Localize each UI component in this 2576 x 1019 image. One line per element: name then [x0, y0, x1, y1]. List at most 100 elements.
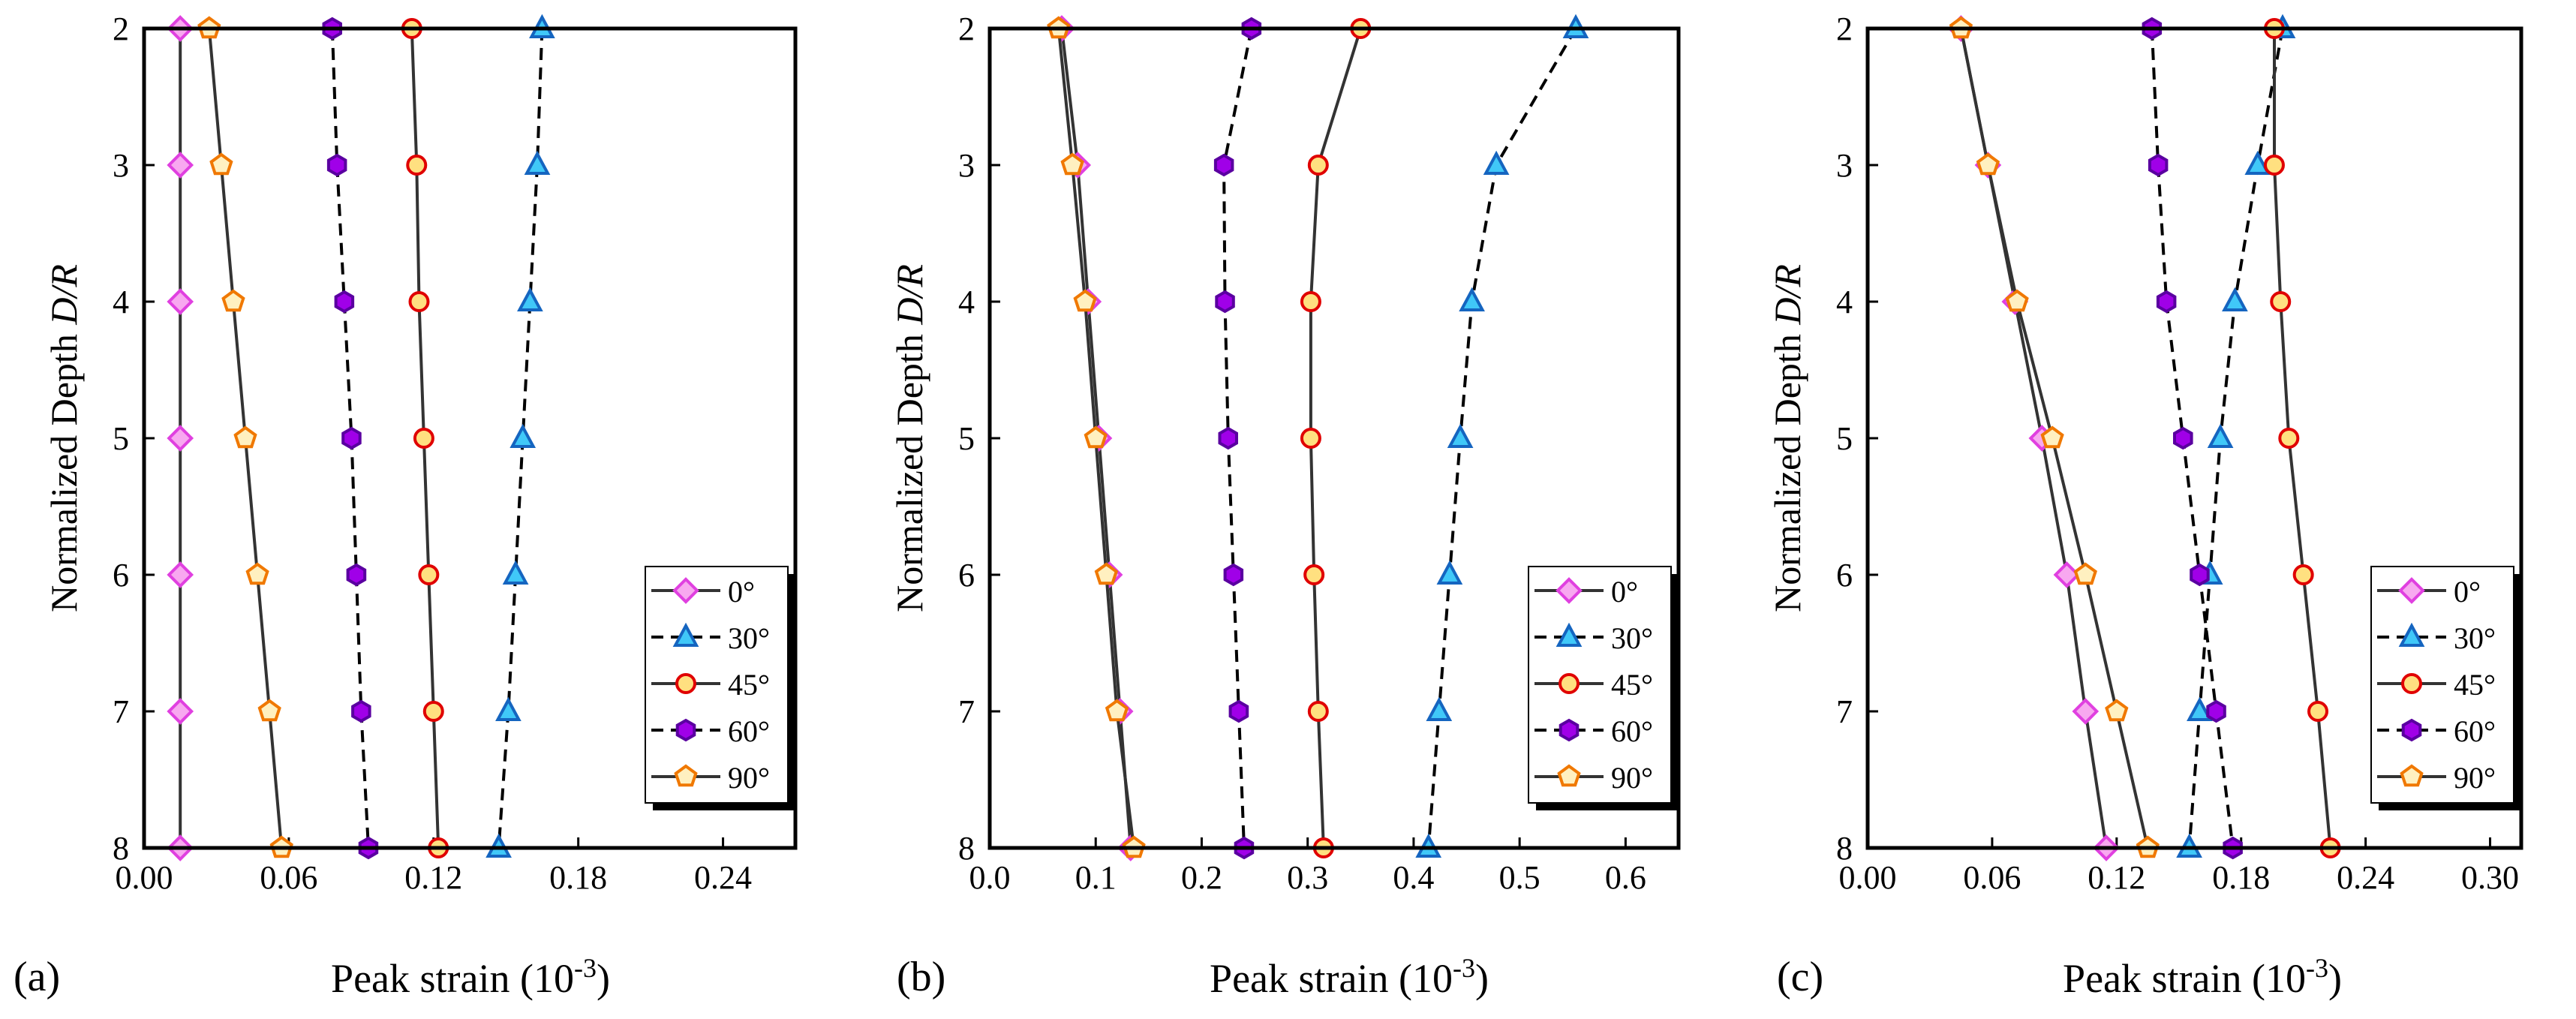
legend-marker: [2401, 673, 2422, 694]
series-line: [2187, 28, 2284, 849]
data-point: [1426, 696, 1453, 721]
y-axis-label: Normalized Depth D/R: [43, 264, 85, 612]
legend-label: 60°: [2454, 714, 2496, 748]
series-0deg: [1947, 15, 2120, 861]
x-tick-label: 0.24: [694, 859, 752, 896]
y-tick-label: 5: [113, 420, 129, 457]
data-point: [1215, 290, 1235, 314]
plot-frame: [987, 26, 1681, 850]
x-tick-label: 0.0: [969, 859, 1011, 896]
series-90deg: [197, 16, 293, 858]
y-tick-label: 4: [958, 284, 975, 320]
x-tick-label: 0.12: [404, 859, 462, 896]
x-tick-label: 0.24: [2337, 859, 2394, 896]
legend-marker: [675, 718, 696, 742]
y-tick-label: 8: [1836, 830, 1853, 867]
data-point: [167, 698, 194, 725]
legend: 0° 30° 45° 60° 90°: [2370, 566, 2521, 810]
legend-label: 30°: [728, 621, 770, 655]
data-point: [346, 563, 367, 587]
data-point: [2073, 562, 2097, 585]
legend-marker: [2398, 622, 2425, 647]
x-tick-label: 0.06: [260, 859, 317, 896]
chart-panel-2: 0.0 0.1 0.2 0.3 0.4 0.5 0.6 2 3 4 5 6 7 8 Peak strain …: [888, 11, 1681, 1001]
y-tick-label: 8: [958, 830, 975, 867]
data-point: [1094, 562, 1119, 585]
y-tick-label: 7: [958, 693, 975, 730]
legend-label: 45°: [1611, 668, 1653, 702]
x-tick-label: 0.5: [1499, 859, 1540, 896]
y-tick-label: 8: [113, 830, 129, 867]
data-point: [2190, 563, 2210, 587]
data-point: [406, 155, 428, 176]
legend-label: 60°: [1611, 714, 1653, 748]
chart-panel-3: 0.00 0.06 0.12 0.18 0.24 0.30 2 3 4 5 6 7 8 Peak stra…: [1766, 11, 2523, 1001]
legend-label: 30°: [2454, 621, 2496, 655]
legend-marker: [672, 622, 699, 647]
data-point: [2207, 423, 2234, 448]
data-point: [2270, 291, 2292, 312]
panel-label: (b): [897, 954, 945, 1000]
legend-label: 90°: [2454, 761, 2496, 795]
legend-label: 90°: [728, 761, 770, 795]
legend-marker: [1559, 718, 1580, 742]
series-60deg: [1213, 17, 1262, 860]
y-tick-label: 3: [1836, 147, 1853, 184]
legend-marker: [2401, 718, 2422, 742]
data-point: [408, 291, 430, 312]
y-tick-label: 2: [113, 11, 129, 47]
legend: 0° 30° 45° 60° 90°: [1528, 566, 1679, 810]
data-point: [2040, 425, 2064, 449]
x-tick-label: 0.00: [1839, 859, 1897, 896]
x-axis-label: Peak strain (10-3): [331, 953, 610, 1001]
data-point: [167, 152, 194, 179]
data-point: [351, 699, 371, 723]
x-tick-label: 0.3: [1287, 859, 1328, 896]
legend-label: 45°: [2454, 668, 2496, 702]
data-point: [221, 289, 245, 312]
plot-frame: [142, 26, 798, 850]
data-point: [1307, 155, 1329, 176]
data-point: [2053, 561, 2081, 588]
x-tick-label: 0.2: [1181, 859, 1222, 896]
x-tick-label: 0.4: [1393, 859, 1434, 896]
data-point: [167, 561, 194, 588]
legend-label: 30°: [1611, 621, 1653, 655]
y-tick-label: 2: [958, 11, 975, 47]
x-axis-label: Peak strain (10-3): [1210, 953, 1489, 1001]
y-tick-label: 7: [1836, 693, 1853, 730]
series-0deg: [167, 15, 194, 861]
y-tick-label: 6: [113, 557, 129, 594]
legend-marker: [2400, 764, 2424, 787]
y-tick-label: 2: [1836, 11, 1853, 47]
data-point: [233, 425, 257, 449]
data-point: [2307, 701, 2329, 722]
y-tick-label: 6: [1836, 557, 1853, 594]
legend-marker: [675, 673, 696, 694]
legend-marker: [1556, 577, 1583, 604]
data-point: [1976, 152, 2000, 176]
data-point: [422, 701, 444, 722]
y-tick-label: 4: [1836, 284, 1853, 320]
data-point: [2292, 564, 2314, 585]
x-tick-label: 0.18: [2212, 859, 2270, 896]
data-point: [2206, 699, 2226, 723]
y-tick-label: 3: [958, 147, 975, 184]
legend-marker: [674, 764, 698, 787]
legend-label: 0°: [2454, 575, 2481, 609]
data-point: [495, 696, 522, 721]
data-point: [502, 560, 529, 585]
data-point: [167, 425, 194, 452]
series-45deg: [2263, 18, 2341, 858]
y-tick-label: 5: [958, 420, 975, 457]
data-point: [418, 564, 440, 585]
legend-marker: [1559, 673, 1580, 694]
series-60deg: [322, 17, 379, 860]
data-point: [1213, 153, 1234, 177]
data-point: [209, 152, 233, 176]
x-axis-label: Peak strain (10-3): [2063, 953, 2342, 1001]
data-point: [1218, 426, 1238, 450]
data-point: [1105, 699, 1129, 722]
y-axis-label: Normalized Depth D/R: [888, 264, 930, 612]
legend-marker: [2398, 577, 2425, 604]
